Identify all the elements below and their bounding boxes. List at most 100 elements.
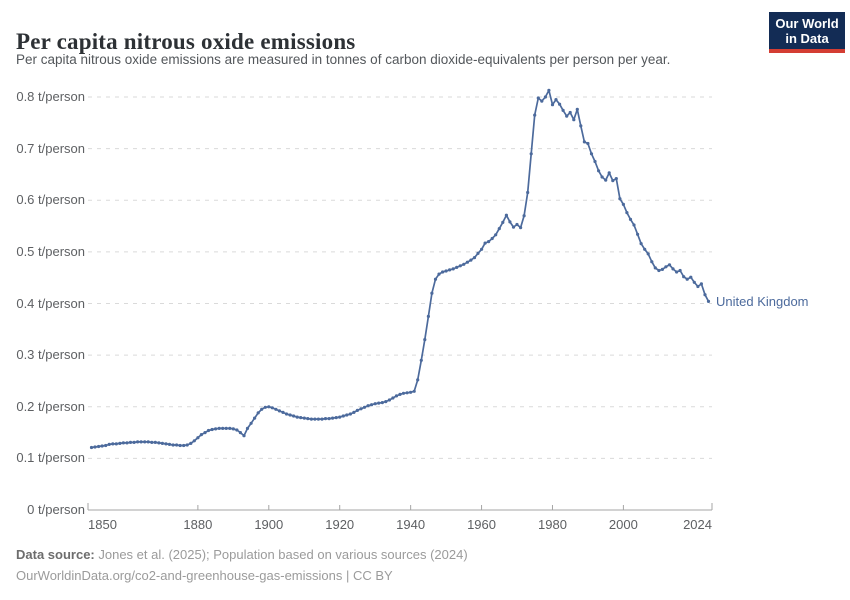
data-point <box>657 268 661 273</box>
data-point <box>490 236 494 241</box>
data-point <box>153 440 157 444</box>
data-point <box>288 413 292 417</box>
data-point <box>419 358 423 362</box>
data-point <box>412 389 416 393</box>
data-point <box>433 277 438 281</box>
data-point <box>93 445 97 449</box>
data-point <box>409 390 413 394</box>
data-point <box>628 217 633 221</box>
owid-logo-line1: Our World <box>775 16 839 31</box>
data-point <box>132 440 136 444</box>
data-point <box>558 102 562 106</box>
owid-logo[interactable]: Our World in Data <box>769 12 845 53</box>
data-point <box>146 440 150 444</box>
data-point <box>316 417 320 421</box>
y-axis-tick-label: 0.3 t/person <box>16 347 85 363</box>
data-point <box>309 417 313 421</box>
data-point <box>593 159 597 164</box>
data-point <box>543 95 548 99</box>
x-axis-tick-label: 1920 <box>325 517 355 532</box>
data-point <box>472 256 477 260</box>
data-point <box>692 280 696 284</box>
data-point <box>614 177 618 181</box>
data-point <box>448 268 452 272</box>
y-axis-tick-label: 0.5 t/person <box>16 243 85 259</box>
data-point <box>391 396 395 400</box>
data-point <box>579 124 583 128</box>
data-point <box>497 227 501 231</box>
data-point <box>125 441 129 445</box>
data-point <box>554 98 558 102</box>
data-point <box>89 445 94 450</box>
data-point <box>352 410 356 414</box>
data-point <box>667 263 672 267</box>
data-point <box>437 272 441 276</box>
data-point <box>487 240 491 244</box>
data-point <box>526 190 530 195</box>
data-point <box>196 436 200 440</box>
data-point <box>245 426 250 430</box>
data-point <box>136 440 140 444</box>
data-point <box>263 405 267 409</box>
data-point <box>636 232 640 236</box>
data-point <box>607 171 611 175</box>
series-label-united-kingdom[interactable]: United Kingdom <box>716 294 809 309</box>
x-axis-tick-label: 1940 <box>396 517 426 532</box>
data-point <box>572 118 576 122</box>
data-point <box>671 267 675 271</box>
data-point <box>114 442 118 446</box>
x-axis-tick-label: 1980 <box>538 517 567 532</box>
data-point <box>703 293 707 297</box>
data-point <box>157 441 161 445</box>
data-point <box>685 277 689 281</box>
data-point <box>104 443 108 448</box>
data-point <box>696 284 700 289</box>
chart-footer: Data source: Jones et al. (2025); Popula… <box>16 547 468 583</box>
data-point <box>458 264 462 268</box>
data-point <box>405 391 409 395</box>
data-point <box>164 442 168 446</box>
data-point <box>423 338 427 342</box>
data-point <box>97 444 101 449</box>
x-axis-tick-label: 2024 <box>683 517 712 532</box>
data-point <box>362 405 367 409</box>
data-point <box>167 442 172 446</box>
data-point <box>210 427 214 432</box>
x-axis-tick-label: 1880 <box>183 517 213 532</box>
data-point <box>529 152 533 156</box>
data-point <box>284 412 289 416</box>
data-point <box>370 403 374 407</box>
x-axis-tick-label: 1900 <box>254 517 284 532</box>
data-point <box>267 405 271 409</box>
data-point <box>171 443 175 447</box>
data-point <box>256 411 260 415</box>
data-point <box>604 178 608 182</box>
license-link[interactable]: OurWorldinData.org/co2-and-greenhouse-ga… <box>16 568 393 583</box>
data-point <box>639 242 643 246</box>
data-point <box>586 141 590 146</box>
data-point <box>504 213 508 217</box>
data-point <box>235 428 239 432</box>
y-axis-tick-label: 0.4 t/person <box>16 295 85 311</box>
data-point <box>540 99 544 103</box>
data-point <box>682 275 686 279</box>
data-point <box>178 443 182 448</box>
data-point <box>331 416 335 420</box>
data-point <box>618 197 622 201</box>
data-point <box>150 440 154 444</box>
data-point <box>643 247 647 251</box>
y-axis-tick-label: 0 t/person <box>27 502 85 517</box>
data-point <box>107 442 111 446</box>
data-point <box>323 417 328 421</box>
data-point <box>139 440 143 444</box>
data-point <box>185 443 189 447</box>
data-point <box>277 409 281 413</box>
data-point <box>111 442 115 446</box>
data-point <box>455 265 459 269</box>
data-point <box>653 266 657 270</box>
data-point <box>175 443 179 447</box>
data-point <box>100 444 104 448</box>
data-point <box>536 96 540 100</box>
data-point <box>689 275 693 279</box>
